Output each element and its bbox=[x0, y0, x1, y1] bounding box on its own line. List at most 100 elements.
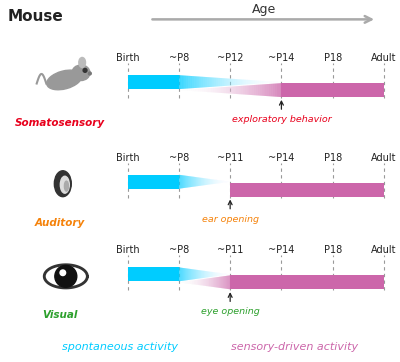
Polygon shape bbox=[194, 89, 195, 91]
Polygon shape bbox=[226, 78, 227, 86]
Polygon shape bbox=[227, 87, 228, 93]
Polygon shape bbox=[231, 87, 232, 94]
Polygon shape bbox=[253, 80, 254, 84]
Polygon shape bbox=[266, 81, 267, 83]
Polygon shape bbox=[210, 77, 211, 87]
Text: P18: P18 bbox=[324, 53, 342, 63]
Polygon shape bbox=[207, 88, 208, 92]
Ellipse shape bbox=[72, 65, 90, 80]
Polygon shape bbox=[228, 87, 229, 93]
Polygon shape bbox=[246, 85, 247, 95]
Polygon shape bbox=[199, 89, 200, 92]
Polygon shape bbox=[216, 78, 217, 87]
Polygon shape bbox=[270, 84, 271, 96]
Polygon shape bbox=[250, 80, 251, 84]
Polygon shape bbox=[231, 79, 232, 85]
Polygon shape bbox=[208, 88, 209, 92]
Polygon shape bbox=[238, 79, 239, 85]
Polygon shape bbox=[249, 85, 250, 95]
Polygon shape bbox=[218, 87, 219, 93]
Polygon shape bbox=[196, 89, 197, 91]
Text: Birth: Birth bbox=[116, 53, 140, 63]
Polygon shape bbox=[243, 80, 244, 85]
Polygon shape bbox=[271, 81, 272, 83]
Polygon shape bbox=[263, 84, 264, 96]
Polygon shape bbox=[185, 76, 186, 89]
Polygon shape bbox=[232, 87, 233, 94]
Polygon shape bbox=[201, 77, 202, 88]
Ellipse shape bbox=[45, 265, 87, 287]
Polygon shape bbox=[236, 86, 237, 94]
Polygon shape bbox=[192, 89, 193, 91]
Polygon shape bbox=[235, 86, 236, 94]
Polygon shape bbox=[215, 77, 216, 87]
Polygon shape bbox=[280, 83, 281, 97]
Polygon shape bbox=[241, 79, 242, 85]
Polygon shape bbox=[276, 82, 277, 83]
Polygon shape bbox=[221, 87, 222, 93]
Polygon shape bbox=[207, 77, 208, 87]
Polygon shape bbox=[223, 87, 224, 93]
Polygon shape bbox=[219, 78, 220, 87]
Polygon shape bbox=[211, 88, 212, 92]
Polygon shape bbox=[270, 81, 271, 83]
Polygon shape bbox=[202, 88, 203, 92]
Text: ~P14: ~P14 bbox=[268, 245, 294, 256]
Text: Mouse: Mouse bbox=[8, 9, 64, 24]
Polygon shape bbox=[243, 86, 244, 94]
Polygon shape bbox=[272, 84, 273, 97]
Polygon shape bbox=[271, 84, 272, 96]
Polygon shape bbox=[263, 81, 264, 83]
Polygon shape bbox=[249, 80, 250, 84]
Polygon shape bbox=[251, 85, 252, 95]
Polygon shape bbox=[228, 79, 229, 86]
Text: ~P8: ~P8 bbox=[169, 245, 189, 256]
Text: Birth: Birth bbox=[116, 153, 140, 163]
Ellipse shape bbox=[60, 176, 69, 193]
Polygon shape bbox=[211, 77, 212, 87]
Polygon shape bbox=[254, 80, 255, 84]
Polygon shape bbox=[205, 77, 206, 87]
Polygon shape bbox=[262, 84, 263, 96]
Ellipse shape bbox=[47, 70, 82, 90]
Polygon shape bbox=[257, 85, 258, 96]
Polygon shape bbox=[221, 78, 222, 86]
Polygon shape bbox=[182, 75, 183, 89]
Polygon shape bbox=[242, 80, 243, 85]
Polygon shape bbox=[233, 79, 234, 85]
Polygon shape bbox=[245, 85, 246, 94]
Text: Auditory: Auditory bbox=[35, 218, 85, 228]
Polygon shape bbox=[200, 89, 201, 92]
Polygon shape bbox=[199, 76, 200, 88]
Polygon shape bbox=[272, 81, 273, 83]
Polygon shape bbox=[198, 76, 199, 88]
Polygon shape bbox=[260, 84, 261, 96]
Polygon shape bbox=[276, 84, 277, 97]
Polygon shape bbox=[262, 81, 263, 83]
Polygon shape bbox=[188, 89, 189, 91]
Polygon shape bbox=[230, 79, 231, 85]
Polygon shape bbox=[254, 85, 255, 95]
Circle shape bbox=[88, 72, 91, 75]
Polygon shape bbox=[250, 85, 251, 95]
Polygon shape bbox=[225, 78, 226, 86]
Text: Adult: Adult bbox=[371, 245, 397, 256]
Polygon shape bbox=[246, 80, 247, 84]
Polygon shape bbox=[191, 89, 192, 91]
Polygon shape bbox=[214, 77, 215, 87]
Polygon shape bbox=[213, 77, 214, 87]
Polygon shape bbox=[278, 83, 279, 97]
Polygon shape bbox=[277, 83, 278, 97]
Polygon shape bbox=[244, 80, 245, 85]
Polygon shape bbox=[206, 88, 207, 92]
Polygon shape bbox=[229, 87, 230, 93]
Ellipse shape bbox=[79, 58, 86, 67]
Polygon shape bbox=[197, 89, 198, 91]
Polygon shape bbox=[237, 86, 238, 94]
Polygon shape bbox=[220, 78, 221, 86]
Text: Age: Age bbox=[252, 3, 276, 16]
Text: ~P14: ~P14 bbox=[268, 153, 294, 163]
Polygon shape bbox=[186, 76, 187, 89]
Polygon shape bbox=[180, 75, 181, 89]
Polygon shape bbox=[224, 78, 225, 86]
